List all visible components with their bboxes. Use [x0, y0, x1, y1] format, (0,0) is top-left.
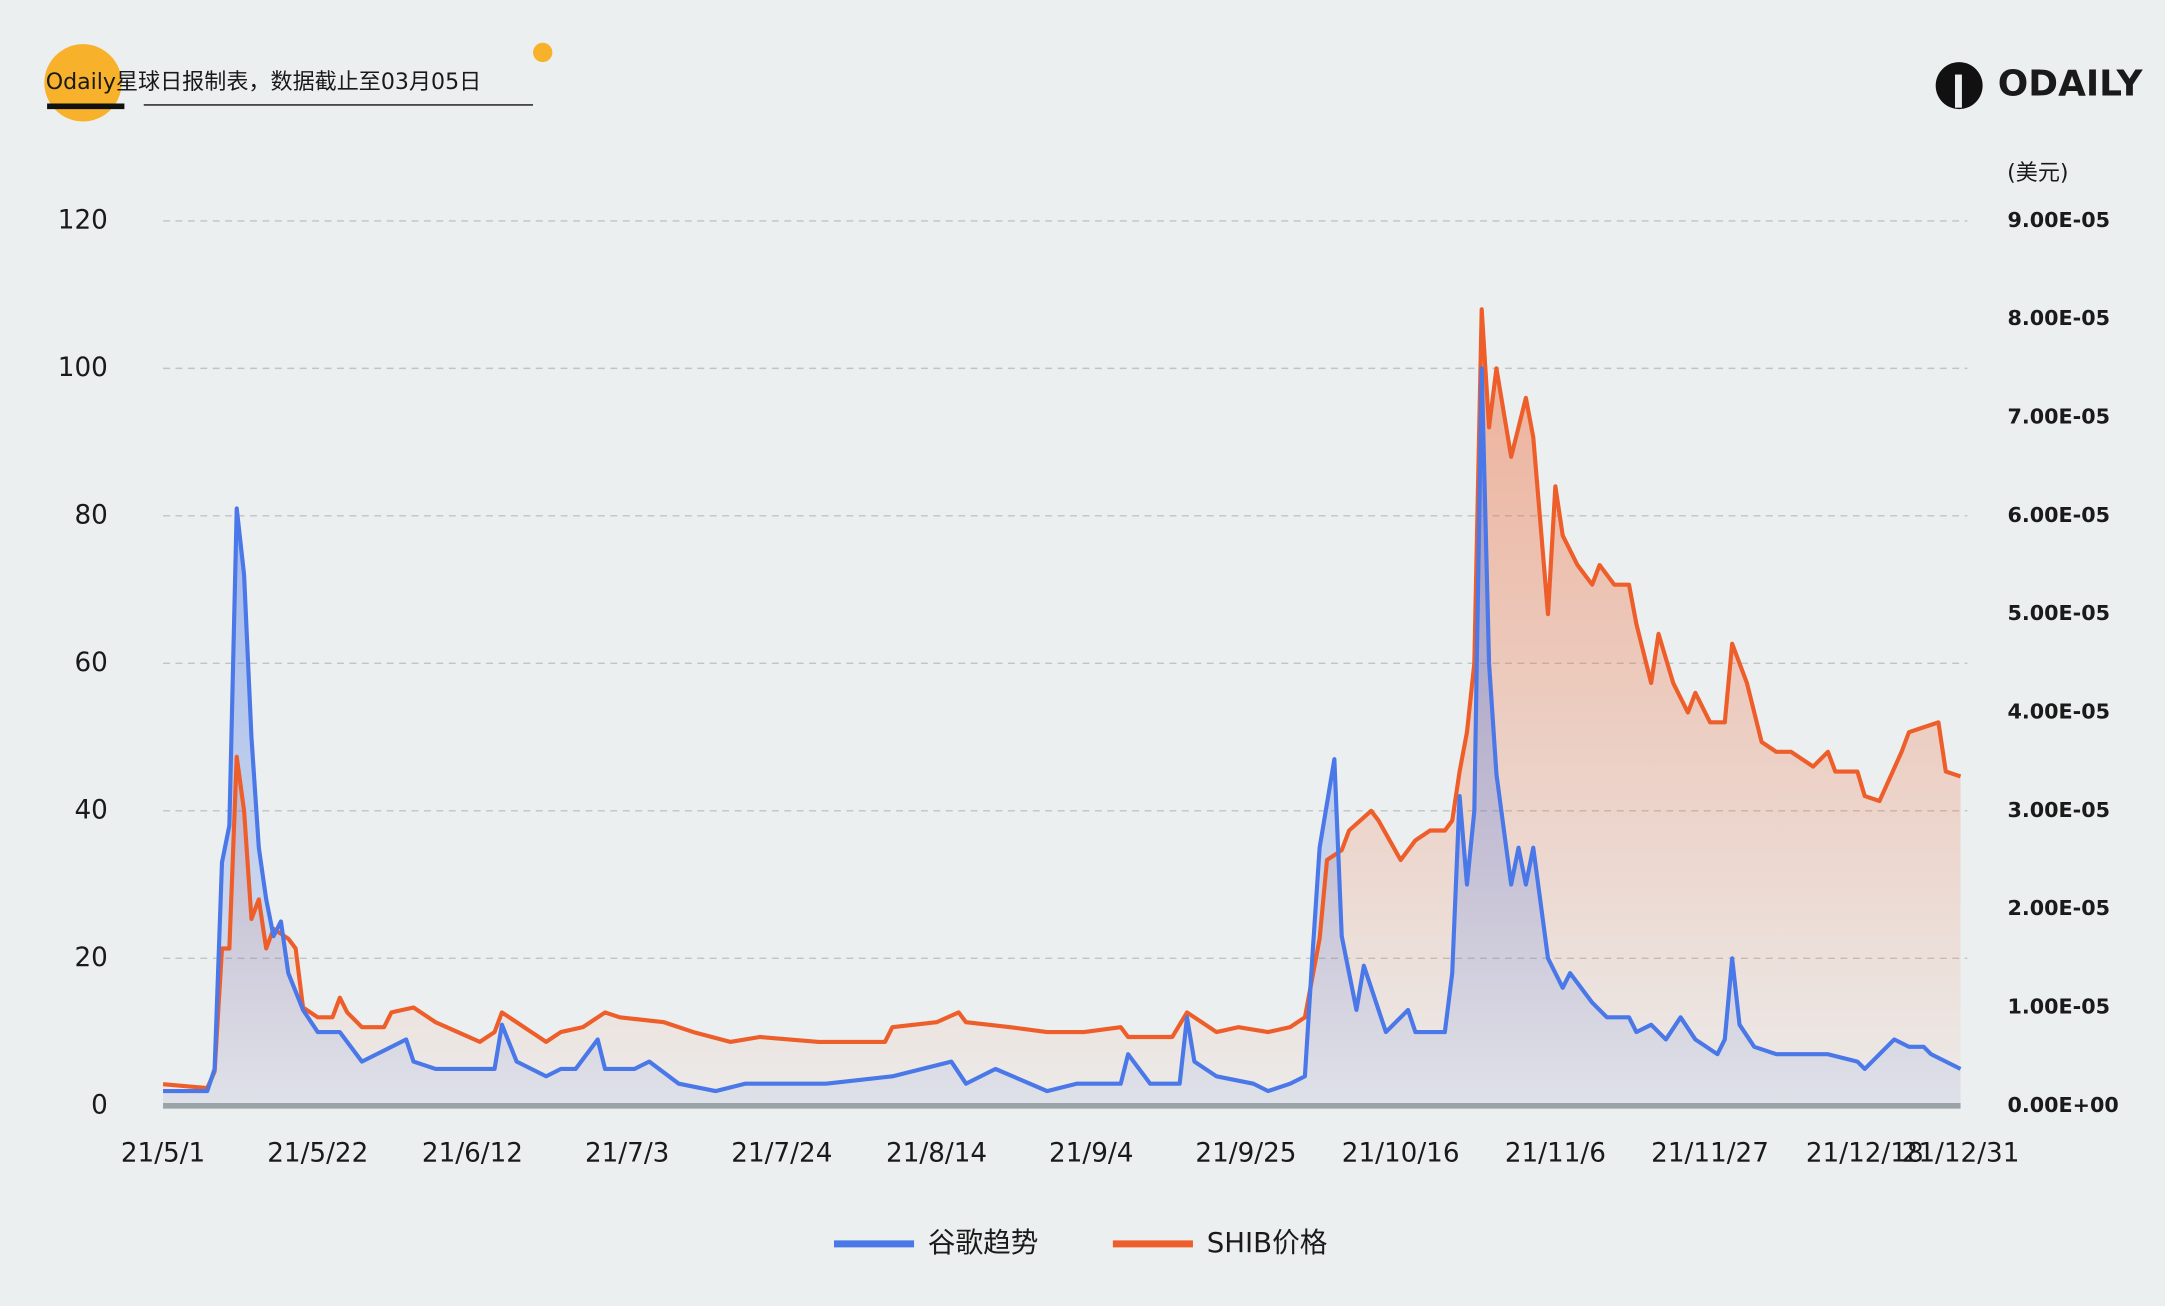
- y2-tick-label: 6.00E-05: [2007, 503, 2110, 527]
- y2-tick-label: 7.00E-05: [2007, 405, 2110, 429]
- x-tick-label: 21/12/31: [1902, 1139, 2020, 1169]
- y2-tick-label: 0.00E+00: [2007, 1093, 2118, 1117]
- plot: 0 20 40 60 80 100 120 0.00E+00 1.00E-05 2.00E-05 3…: [58, 205, 2119, 1258]
- y2-tick-label: 8.00E-05: [2007, 306, 2110, 330]
- y-tick-label: 60: [74, 648, 107, 678]
- x-tick-label: 21/9/25: [1195, 1139, 1296, 1169]
- x-tick-label: 21/12/18: [1806, 1139, 1924, 1169]
- line: [163, 366, 1962, 1094]
- legend-label: SHIB价格: [1207, 1226, 1328, 1259]
- x-tick-label: 21/11/27: [1651, 1139, 1769, 1169]
- x-tick-label: 21/10/16: [1342, 1139, 1460, 1169]
- y-tick-label: 0: [91, 1090, 108, 1120]
- area: [163, 368, 1961, 1106]
- y2-tick-label: 5.00E-05: [2007, 601, 2110, 625]
- source-note: Odaily星球日报制表，数据截止至03月05日: [46, 70, 482, 95]
- brand: ODAILY: [1998, 64, 2144, 105]
- x-tick-label: 21/7/3: [585, 1139, 669, 1169]
- y-tick-label: 80: [74, 500, 107, 530]
- brand-icon-cut: [1955, 74, 1962, 108]
- deco-dot: [533, 42, 553, 63]
- legend-label: 谷歌趋势: [928, 1226, 1038, 1259]
- y2-tick-label: 2.00E-05: [2007, 896, 2110, 920]
- y-tick-label: 100: [58, 353, 108, 383]
- y2-tick-label: 4.00E-05: [2007, 700, 2110, 724]
- x-tick-label: 21/11/6: [1505, 1139, 1606, 1169]
- line: [162, 307, 1962, 1091]
- y2-tick-label: 3.00E-05: [2007, 798, 2110, 822]
- x-tick-label: 21/6/12: [422, 1139, 523, 1169]
- x-tick-label: 21/7/24: [731, 1139, 832, 1169]
- x-tick-label: 21/8/14: [886, 1139, 987, 1169]
- y-tick-label: 40: [74, 795, 107, 825]
- y2-tick-label: 1.00E-05: [2007, 994, 2110, 1018]
- x-tick-label: 21/9/4: [1049, 1139, 1133, 1169]
- y-tick-label: 120: [58, 205, 108, 235]
- logo-dot: [44, 44, 122, 122]
- y2-unit: (美元): [2007, 161, 2068, 186]
- y-tick-label: 20: [74, 943, 107, 973]
- y2-tick-label: 9.00E-05: [2007, 208, 2110, 232]
- x-tick-label: 21/5/22: [267, 1139, 368, 1169]
- x-tick-label: 21/5/1: [121, 1139, 205, 1169]
